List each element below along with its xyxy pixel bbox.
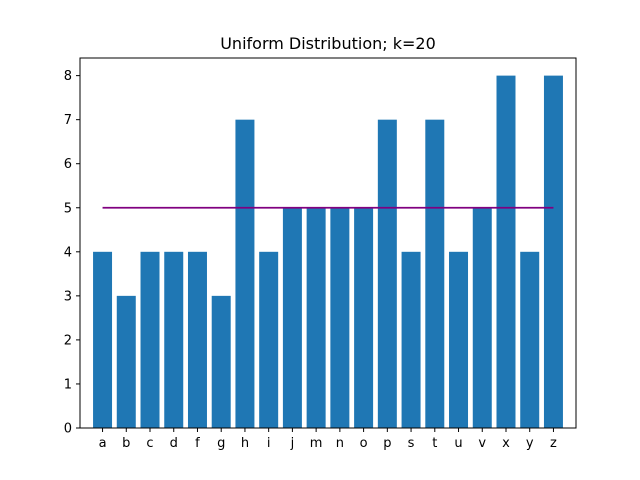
bar-n	[330, 207, 350, 428]
plot-frame	[79, 57, 577, 429]
x-tick-label: t	[432, 436, 437, 451]
x-tick-label: x	[502, 436, 510, 451]
x-tick-label: h	[241, 436, 249, 451]
chart-title: Uniform Distribution; k=20	[220, 34, 436, 53]
x-tick-label: d	[170, 436, 178, 451]
bar-u	[449, 251, 469, 428]
y-axis-ticks: 0 1 2 3 4 5 6 7 8	[64, 69, 80, 437]
bar-s	[401, 251, 421, 428]
x-tick-label: o	[360, 436, 368, 451]
y-tick-label: 2	[64, 333, 72, 348]
bar-a	[93, 251, 113, 428]
x-tick-label: f	[195, 436, 200, 451]
y-tick-label: 4	[64, 245, 72, 260]
y-tick-label: 8	[64, 69, 72, 84]
axes-group	[79, 57, 577, 429]
bar-x	[496, 75, 516, 429]
bar-t	[425, 119, 445, 429]
x-tick-label: u	[454, 436, 462, 451]
x-tick-label: m	[310, 436, 323, 451]
bars-group	[93, 75, 563, 429]
bar-m	[306, 207, 326, 428]
x-tick-label: p	[383, 436, 391, 451]
y-tick-label: 1	[64, 377, 72, 392]
y-tick-label: 6	[64, 157, 72, 172]
bar-v	[472, 207, 492, 428]
bar-f	[187, 251, 207, 428]
bar-c	[140, 251, 160, 428]
bar-o	[354, 207, 374, 428]
x-tick-label: g	[217, 436, 225, 451]
x-tick-label: y	[526, 436, 534, 451]
x-tick-label: n	[336, 436, 344, 451]
x-tick-label: a	[99, 436, 107, 451]
y-tick-label: 0	[64, 422, 72, 437]
y-tick-label: 5	[64, 201, 72, 216]
bar-j	[282, 207, 302, 428]
bar-h	[235, 119, 255, 429]
x-tick-label: i	[267, 436, 271, 451]
bar-z	[543, 75, 563, 429]
y-tick-label: 3	[64, 289, 72, 304]
x-tick-label: c	[146, 436, 153, 451]
bar-y	[520, 251, 540, 428]
bar-b	[116, 295, 136, 428]
bar-i	[259, 251, 279, 428]
bar-p	[377, 119, 397, 429]
y-tick-label: 7	[64, 113, 72, 128]
x-tick-label: b	[122, 436, 130, 451]
x-tick-label: j	[290, 436, 295, 451]
bar-g	[211, 295, 231, 428]
x-tick-label: z	[550, 436, 557, 451]
bar-d	[164, 251, 184, 428]
x-tick-label: s	[408, 436, 415, 451]
x-tick-label: v	[478, 436, 486, 451]
